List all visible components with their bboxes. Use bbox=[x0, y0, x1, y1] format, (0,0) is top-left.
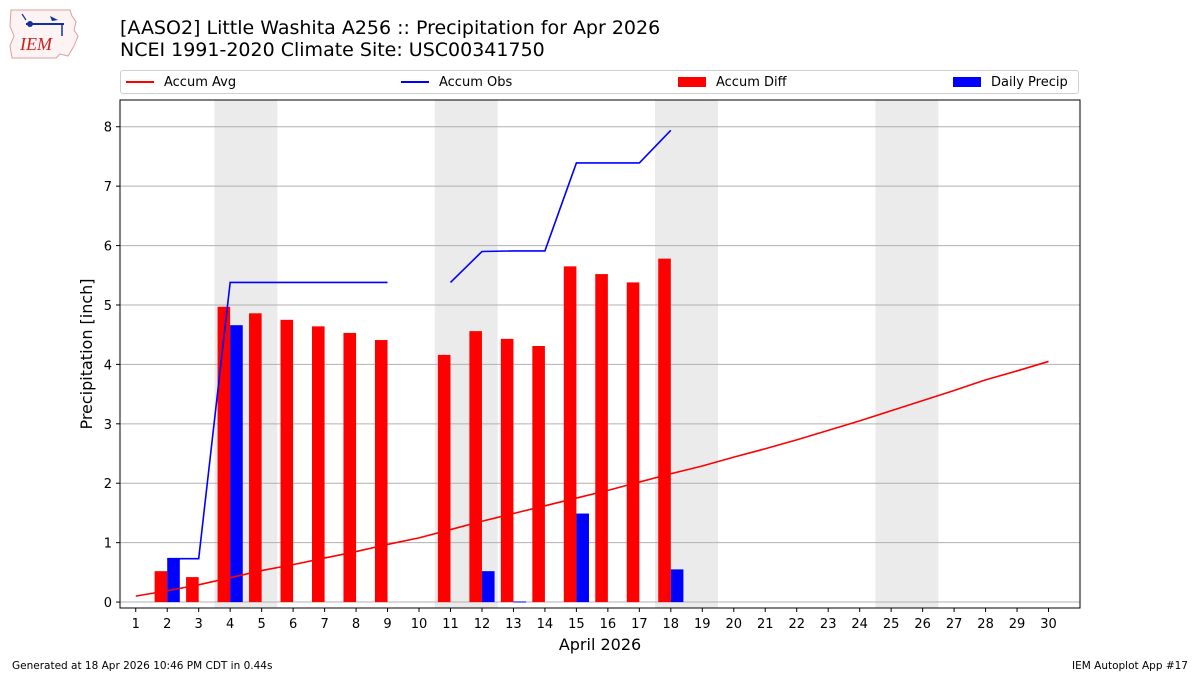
legend-swatch-daily-precip bbox=[953, 77, 981, 87]
y-tick-label-2: 2 bbox=[104, 477, 112, 492]
x-tick-label-1: 1 bbox=[132, 617, 140, 632]
daily-precip-bar-day-13 bbox=[513, 601, 527, 603]
x-tick-label-19: 19 bbox=[694, 617, 711, 632]
x-tick-label-24: 24 bbox=[851, 617, 868, 632]
daily-precip-bar-day-18 bbox=[670, 569, 684, 603]
x-tick-label-6: 6 bbox=[289, 617, 297, 632]
x-tick-label-29: 29 bbox=[1009, 617, 1026, 632]
accum-diff-bar-day-6 bbox=[280, 319, 294, 603]
accum-diff-bar-day-12 bbox=[469, 331, 482, 603]
y-axis-label: Precipitation [inch] bbox=[77, 278, 96, 429]
accum-diff-bar-day-15 bbox=[563, 266, 577, 603]
accum-diff-bar-day-17 bbox=[626, 282, 640, 603]
accum-diff-bar-day-2 bbox=[154, 571, 168, 603]
legend-label-accum-avg: Accum Avg bbox=[164, 74, 237, 90]
chart-title: [AASO2] Little Washita A256 :: Precipita… bbox=[120, 17, 661, 39]
y-tick-label-1: 1 bbox=[104, 537, 112, 552]
accum-diff-bar-day-5 bbox=[249, 313, 262, 603]
x-tick-label-7: 7 bbox=[320, 617, 328, 632]
y-tick-label-5: 5 bbox=[104, 299, 112, 314]
chart-legend: Accum Avg Accum Obs Accum Diff Daily Pre… bbox=[120, 70, 1079, 94]
footer-generated-text: Generated at 18 Apr 2026 10:46 PM CDT in… bbox=[12, 660, 273, 672]
daily-precip-bar-day-12 bbox=[481, 571, 495, 603]
x-tick-label-10: 10 bbox=[411, 617, 428, 632]
x-tick-label-26: 26 bbox=[914, 617, 931, 632]
x-tick-label-18: 18 bbox=[663, 617, 680, 632]
y-tick-label-8: 8 bbox=[104, 121, 112, 136]
x-tick-label-20: 20 bbox=[725, 617, 742, 632]
accum-diff-bar-day-13 bbox=[500, 338, 514, 603]
y-tick-label-4: 4 bbox=[104, 358, 112, 373]
legend-label-accum-obs: Accum Obs bbox=[439, 74, 513, 90]
y-tick-label-0: 0 bbox=[104, 596, 112, 611]
x-tick-label-15: 15 bbox=[568, 617, 585, 632]
accum-obs-line-segment-1 bbox=[449, 129, 672, 283]
accum-obs-line-segment-0 bbox=[167, 281, 388, 560]
y-tick-label-3: 3 bbox=[104, 418, 112, 433]
x-tick-label-30: 30 bbox=[1040, 617, 1057, 632]
legend-label-accum-diff: Accum Diff bbox=[716, 74, 787, 90]
weekend-shade-3 bbox=[875, 100, 939, 608]
accum-diff-bar-day-7 bbox=[312, 326, 325, 603]
legend-item-daily-precip: Daily Precip bbox=[953, 74, 1068, 90]
legend-swatch-accum-diff bbox=[678, 77, 706, 87]
x-tick-label-12: 12 bbox=[474, 617, 491, 632]
accum-diff-bar-day-4 bbox=[217, 306, 231, 603]
x-tick-label-21: 21 bbox=[757, 617, 774, 632]
x-axis-label: April 2026 bbox=[559, 635, 641, 654]
logo-text: IEM bbox=[19, 34, 53, 54]
accum-diff-bar-day-11 bbox=[437, 354, 451, 603]
accum-avg-line bbox=[135, 360, 1049, 597]
x-tick-label-11: 11 bbox=[442, 617, 459, 632]
plot-frame bbox=[119, 99, 1081, 609]
x-tick-label-2: 2 bbox=[163, 617, 171, 632]
x-tick-label-25: 25 bbox=[883, 617, 900, 632]
accum-diff-bar-day-9 bbox=[374, 340, 388, 603]
accum-diff-bar-day-14 bbox=[532, 345, 545, 603]
x-tick-label-14: 14 bbox=[537, 617, 554, 632]
x-tick-label-27: 27 bbox=[946, 617, 963, 632]
accum-diff-bar-day-16 bbox=[595, 274, 608, 603]
x-tick-label-9: 9 bbox=[383, 617, 391, 632]
x-tick-label-16: 16 bbox=[600, 617, 617, 632]
x-tick-label-3: 3 bbox=[195, 617, 203, 632]
accum-diff-bar-day-3 bbox=[186, 577, 199, 603]
legend-item-accum-avg: Accum Avg bbox=[126, 74, 236, 90]
iem-logo: IEM bbox=[9, 9, 79, 59]
legend-label-daily-precip: Daily Precip bbox=[991, 74, 1068, 90]
daily-precip-bar-day-15 bbox=[576, 513, 589, 603]
x-tick-label-28: 28 bbox=[977, 617, 994, 632]
footer-app-text: IEM Autoplot App #17 bbox=[1072, 660, 1188, 672]
legend-swatch-accum-avg bbox=[126, 81, 154, 83]
x-tick-label-4: 4 bbox=[226, 617, 234, 632]
accum-diff-bar-day-8 bbox=[343, 332, 357, 603]
daily-precip-bar-day-4 bbox=[230, 325, 243, 603]
x-tick-label-17: 17 bbox=[631, 617, 648, 632]
daily-precip-bar-day-2 bbox=[167, 558, 180, 603]
legend-item-accum-diff: Accum Diff bbox=[678, 74, 787, 90]
legend-swatch-accum-obs bbox=[401, 81, 429, 83]
y-tick-label-7: 7 bbox=[104, 180, 112, 195]
y-tick-label-6: 6 bbox=[104, 240, 112, 255]
x-tick-label-23: 23 bbox=[820, 617, 837, 632]
x-tick-label-8: 8 bbox=[352, 617, 360, 632]
accum-diff-bar-day-18 bbox=[658, 258, 671, 603]
x-tick-label-22: 22 bbox=[788, 617, 805, 632]
chart-subtitle: NCEI 1991-2020 Climate Site: USC00341750 bbox=[120, 39, 545, 61]
legend-item-accum-obs: Accum Obs bbox=[401, 74, 512, 90]
x-tick-label-5: 5 bbox=[257, 617, 265, 632]
x-tick-label-13: 13 bbox=[505, 617, 522, 632]
